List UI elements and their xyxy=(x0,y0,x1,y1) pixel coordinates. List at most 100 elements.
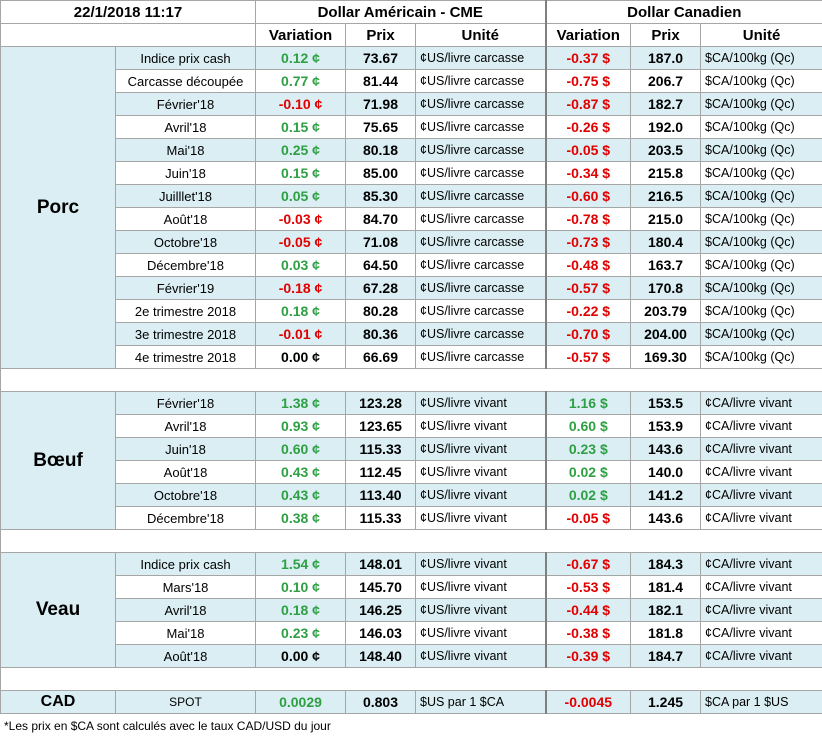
var: -0.22 $ xyxy=(546,300,631,323)
var: 0.15 ¢ xyxy=(256,162,346,185)
unit: ¢US/livre carcasse xyxy=(416,116,546,139)
unit: ¢US/livre vivant xyxy=(416,484,546,507)
row-label: Indice prix cash xyxy=(116,553,256,576)
var: -0.57 $ xyxy=(546,277,631,300)
blank xyxy=(1,530,822,553)
prix: 204.00 xyxy=(631,323,701,346)
row-label: Avril'18 xyxy=(116,116,256,139)
prix: 148.01 xyxy=(346,553,416,576)
var: -0.75 $ xyxy=(546,70,631,93)
unit: ¢US/livre carcasse xyxy=(416,231,546,254)
prix: 203.79 xyxy=(631,300,701,323)
var: -0.05 ¢ xyxy=(256,231,346,254)
var: -0.39 $ xyxy=(546,645,631,668)
unit: ¢CA/livre vivant xyxy=(701,553,822,576)
row-label: Octobre'18 xyxy=(116,484,256,507)
column-header: Prix xyxy=(631,24,701,47)
unit: ¢CA/livre vivant xyxy=(701,484,822,507)
unit: ¢US/livre carcasse xyxy=(416,47,546,70)
group-label: Porc xyxy=(1,47,116,369)
unit: ¢US/livre carcasse xyxy=(416,185,546,208)
prix: 182.7 xyxy=(631,93,701,116)
prix: 85.00 xyxy=(346,162,416,185)
prix: 163.7 xyxy=(631,254,701,277)
row-label: Décembre'18 xyxy=(116,507,256,530)
unit: ¢CA/livre vivant xyxy=(701,438,822,461)
cad-label: CAD xyxy=(1,691,116,714)
prix: 206.7 xyxy=(631,70,701,93)
var: 0.93 ¢ xyxy=(256,415,346,438)
unit: ¢US/livre vivant xyxy=(416,622,546,645)
prix: 170.8 xyxy=(631,277,701,300)
table-row xyxy=(1,369,822,392)
row-label: 2e trimestre 2018 xyxy=(116,300,256,323)
row-label: Juilllet'18 xyxy=(116,185,256,208)
row-label: Carcasse découpée xyxy=(116,70,256,93)
unit: ¢US/livre carcasse xyxy=(416,323,546,346)
prix: 80.28 xyxy=(346,300,416,323)
prix: 71.08 xyxy=(346,231,416,254)
row-label: Juin'18 xyxy=(116,162,256,185)
unit: ¢CA/livre vivant xyxy=(701,507,822,530)
unit: ¢CA/livre vivant xyxy=(701,415,822,438)
unit: ¢US/livre carcasse xyxy=(416,162,546,185)
row-label: Août'18 xyxy=(116,645,256,668)
prix: 184.3 xyxy=(631,553,701,576)
cad-title: Dollar Canadien xyxy=(546,1,822,24)
table-row: Août'18-0.03 ¢84.70¢US/livre carcasse-0.… xyxy=(1,208,822,231)
row-label: Février'18 xyxy=(116,392,256,415)
prix: 184.7 xyxy=(631,645,701,668)
var: -0.37 $ xyxy=(546,47,631,70)
var: 0.02 $ xyxy=(546,461,631,484)
usd-title: Dollar Américain - CME xyxy=(256,1,546,24)
column-header: Variation xyxy=(256,24,346,47)
row-label: Février'19 xyxy=(116,277,256,300)
prix: 153.5 xyxy=(631,392,701,415)
prix: 112.45 xyxy=(346,461,416,484)
cad-cell: 0.803 xyxy=(346,691,416,714)
unit: $CA/100kg (Qc) xyxy=(701,277,822,300)
table-row: Février'18-0.10 ¢71.98¢US/livre carcasse… xyxy=(1,93,822,116)
prix: 146.25 xyxy=(346,599,416,622)
prix: 180.4 xyxy=(631,231,701,254)
prix: 146.03 xyxy=(346,622,416,645)
prix: 115.33 xyxy=(346,438,416,461)
prix: 113.40 xyxy=(346,484,416,507)
group-label: Bœuf xyxy=(1,392,116,530)
cad-cell: $US par 1 $CA xyxy=(416,691,546,714)
row-label: Mai'18 xyxy=(116,139,256,162)
unit: ¢CA/livre vivant xyxy=(701,461,822,484)
prix: 181.4 xyxy=(631,576,701,599)
table-row xyxy=(1,530,822,553)
unit: ¢US/livre carcasse xyxy=(416,346,546,369)
prix: 182.1 xyxy=(631,599,701,622)
unit: ¢US/livre carcasse xyxy=(416,254,546,277)
prix: 187.0 xyxy=(631,47,701,70)
unit: $CA/100kg (Qc) xyxy=(701,47,822,70)
date: 22/1/2018 11:17 xyxy=(1,1,256,24)
prix: 153.9 xyxy=(631,415,701,438)
unit: $CA/100kg (Qc) xyxy=(701,208,822,231)
unit: $CA/100kg (Qc) xyxy=(701,70,822,93)
prix: 169.30 xyxy=(631,346,701,369)
var: 0.02 $ xyxy=(546,484,631,507)
unit: $CA/100kg (Qc) xyxy=(701,346,822,369)
unit: ¢US/livre carcasse xyxy=(416,139,546,162)
var: 0.77 ¢ xyxy=(256,70,346,93)
var: 0.43 ¢ xyxy=(256,461,346,484)
blank xyxy=(1,369,822,392)
